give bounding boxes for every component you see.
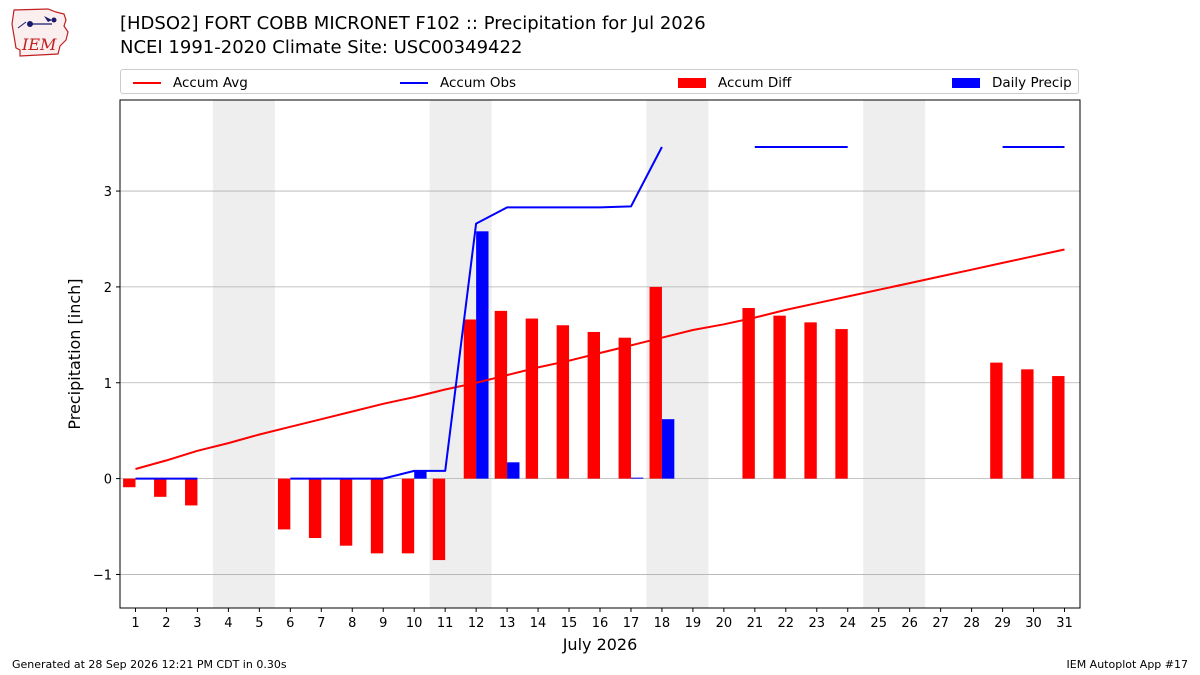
x-tick-label-6: 6 <box>286 616 294 631</box>
daily-precip-bar-10 <box>414 470 427 479</box>
accum-diff-bar-13 <box>494 310 508 479</box>
x-tick-label-26: 26 <box>901 616 918 631</box>
accum-diff-bar-24 <box>835 329 848 479</box>
y-axis-label: Precipitation [inch] <box>65 278 84 429</box>
x-tick-label-31: 31 <box>1056 616 1073 631</box>
x-tick-label-12: 12 <box>468 616 485 631</box>
accum-diff-bar-15 <box>556 325 570 479</box>
x-tick-label-13: 13 <box>499 616 516 631</box>
x-tick-label-9: 9 <box>379 616 387 631</box>
y-tick-label-2: 2 <box>104 281 112 296</box>
legend-swatch-accum-diff <box>678 77 706 88</box>
accum-diff-bar-12 <box>463 319 477 479</box>
daily-precip-bar-18 <box>661 419 675 479</box>
chart-title: [HDSO2] FORT COBB MICRONET F102 :: Preci… <box>120 13 706 34</box>
x-tick-label-19: 19 <box>685 616 702 631</box>
x-tick-label-25: 25 <box>870 616 887 631</box>
accum-avg-line-segment-0 <box>135 248 1065 470</box>
x-tick-label-30: 30 <box>1025 616 1042 631</box>
accum-diff-bar-1 <box>123 478 136 488</box>
accum-diff-bar-31 <box>1052 376 1065 479</box>
x-tick-label-22: 22 <box>778 616 795 631</box>
legend-swatch-accum-avg <box>133 81 161 84</box>
legend-item-accum-obs: Accum Obs <box>400 70 516 95</box>
accum-diff-bar-17 <box>618 337 631 479</box>
x-tick-label-3: 3 <box>193 616 201 631</box>
x-tick-label-28: 28 <box>963 616 980 631</box>
accum-diff-bar-8 <box>339 478 353 546</box>
x-tick-label-24: 24 <box>839 616 856 631</box>
y-axis-ticks: −1 0 1 2 3 <box>93 185 120 583</box>
chart-subtitle: NCEI 1991-2020 Climate Site: USC00349422 <box>120 37 523 58</box>
y-tick-label-3: 3 <box>104 185 112 200</box>
legend-label-daily-precip: Daily Precip <box>992 74 1072 91</box>
svg-text:IEM: IEM <box>21 35 57 54</box>
daily-precip-bars <box>414 231 675 479</box>
accum-diff-bar-3 <box>185 478 198 506</box>
x-tick-label-17: 17 <box>623 616 640 631</box>
accum-diff-bar-16 <box>587 331 600 479</box>
accum-avg-line <box>135 248 1065 470</box>
accum-diff-bar-2 <box>154 478 167 497</box>
y-tick-label--1: −1 <box>93 568 112 583</box>
accum-diff-bar-11 <box>432 478 446 561</box>
x-tick-label-27: 27 <box>932 616 949 631</box>
x-tick-label-20: 20 <box>716 616 733 631</box>
accum-obs-line-segment-1 <box>290 146 663 480</box>
x-tick-label-4: 4 <box>224 616 232 631</box>
x-tick-label-15: 15 <box>561 616 578 631</box>
accum-diff-bar-6 <box>277 478 291 530</box>
y-tick-label-0: 0 <box>104 473 112 488</box>
generated-timestamp: Generated at 28 Sep 2026 12:21 PM CDT in… <box>12 658 287 671</box>
x-tick-label-16: 16 <box>592 616 609 631</box>
accum-diff-bars <box>123 286 1065 561</box>
x-tick-label-5: 5 <box>255 616 263 631</box>
daily-precip-bar-17 <box>630 477 644 479</box>
daily-precip-bar-13 <box>507 462 520 479</box>
legend-swatch-daily-precip <box>952 77 980 88</box>
daily-precip-bar-12 <box>476 231 489 479</box>
weekend-band-0 <box>212 100 275 608</box>
accum-diff-bar-22 <box>773 315 786 479</box>
legend-label-accum-avg: Accum Avg <box>173 74 248 91</box>
accum-diff-bar-29 <box>990 362 1003 479</box>
legend-item-daily-precip: Daily Precip <box>952 70 1072 95</box>
x-axis-ticks: 1 2 3 4 5 6 7 8 9 10 11 12 13 14 15 16 17 18 19 20 21 22 23 24 2… <box>131 608 1073 631</box>
x-tick-label-1: 1 <box>131 616 139 631</box>
x-tick-label-18: 18 <box>654 616 671 631</box>
accum-diff-bar-23 <box>804 322 817 479</box>
x-tick-label-23: 23 <box>809 616 826 631</box>
legend-swatch-accum-obs <box>400 81 428 84</box>
iem-logo: IEM <box>11 8 69 57</box>
x-tick-label-7: 7 <box>317 616 325 631</box>
x-tick-label-2: 2 <box>162 616 170 631</box>
legend-item-accum-avg: Accum Avg <box>133 70 248 95</box>
x-tick-label-21: 21 <box>747 616 764 631</box>
x-axis-label: July 2026 <box>562 635 638 654</box>
accum-obs-line <box>135 146 1065 480</box>
accum-diff-bar-7 <box>308 478 322 539</box>
accum-diff-bar-30 <box>1021 369 1034 479</box>
legend-label-accum-diff: Accum Diff <box>718 74 792 91</box>
autoplot-app-label: IEM Autoplot App #17 <box>1066 658 1189 671</box>
accum-diff-bar-9 <box>370 478 384 554</box>
x-tick-label-10: 10 <box>406 616 423 631</box>
legend-item-accum-diff: Accum Diff <box>678 70 791 95</box>
x-tick-label-29: 29 <box>994 616 1011 631</box>
x-tick-label-11: 11 <box>437 616 454 631</box>
x-tick-label-14: 14 <box>530 616 547 631</box>
accum-diff-bar-21 <box>742 307 755 479</box>
legend: Accum Avg Accum Obs Accum Diff Daily Pre… <box>120 69 1079 94</box>
accum-diff-bar-10 <box>401 478 415 554</box>
x-tick-label-8: 8 <box>348 616 356 631</box>
y-tick-label-1: 1 <box>104 377 112 392</box>
weekend-band-3 <box>863 100 926 608</box>
accum-diff-bar-14 <box>525 318 539 479</box>
legend-label-accum-obs: Accum Obs <box>440 74 517 91</box>
accum-diff-bar-18 <box>649 286 662 479</box>
